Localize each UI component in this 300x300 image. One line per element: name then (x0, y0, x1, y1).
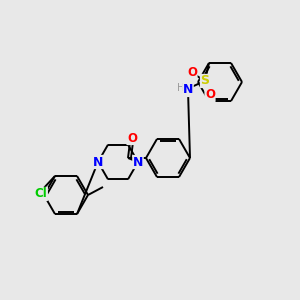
Text: O: O (187, 66, 197, 80)
Text: S: S (200, 74, 209, 87)
Text: H: H (177, 83, 185, 93)
Text: N: N (93, 155, 103, 169)
Text: Cl: Cl (34, 188, 47, 200)
Text: O: O (205, 88, 215, 101)
Text: O: O (127, 131, 137, 145)
Text: N: N (133, 155, 143, 169)
Text: N: N (183, 83, 193, 96)
